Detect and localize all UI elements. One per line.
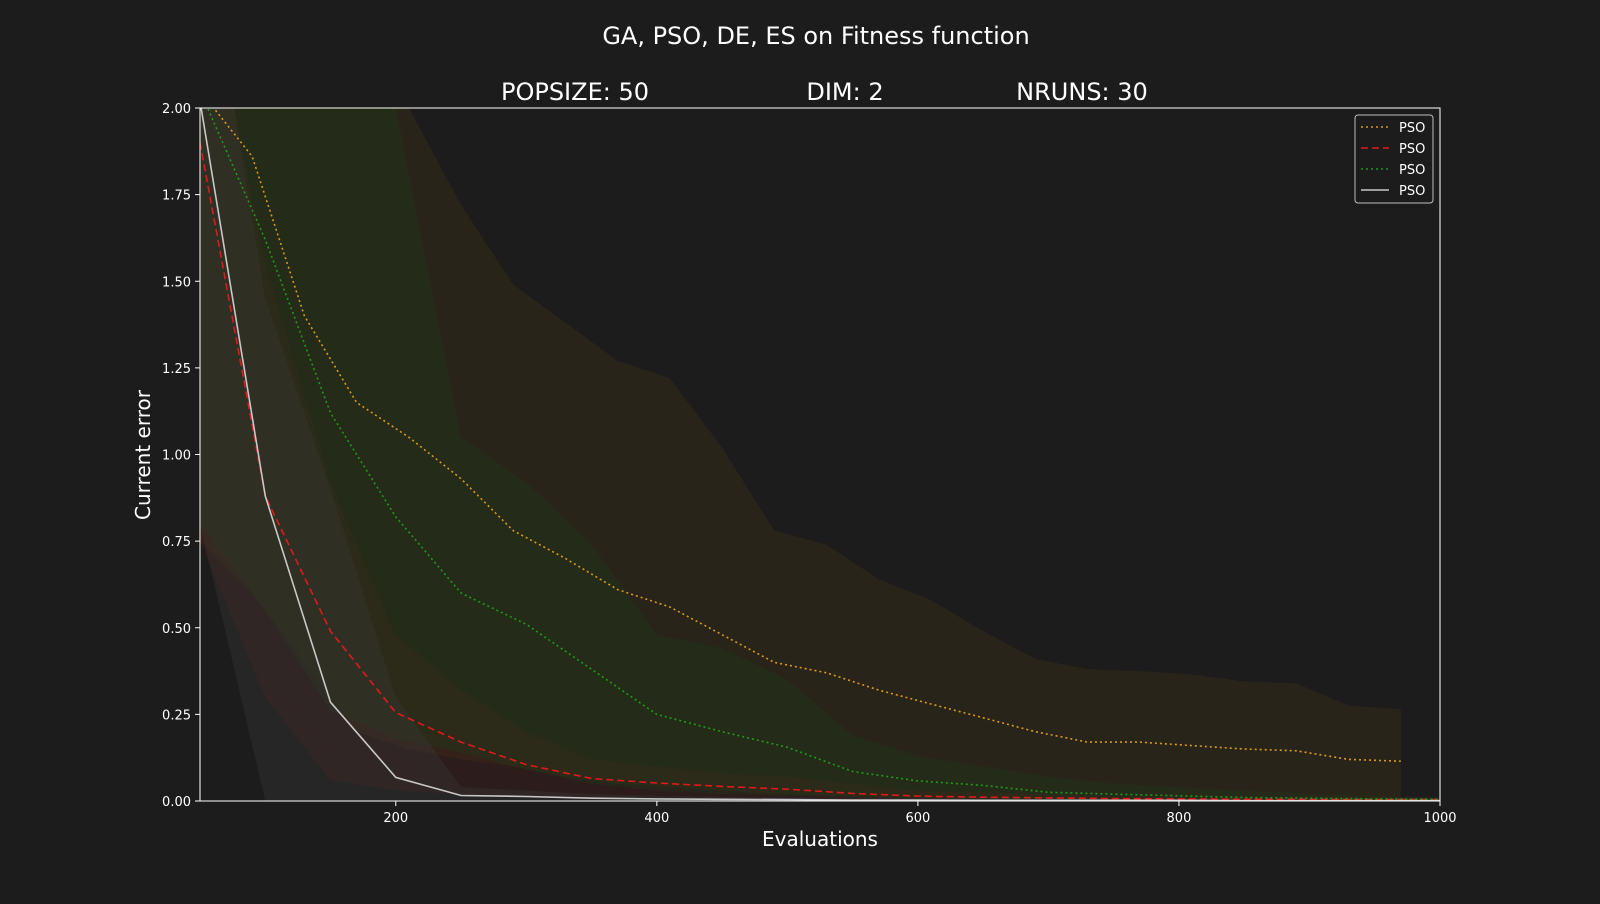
chart-title: GA, PSO, DE, ES on Fitness function	[602, 22, 1029, 50]
y-tick-label: 1.50	[162, 275, 191, 290]
x-axis-ticks: 200 400 600 800 1000	[383, 801, 1457, 826]
x-tick-label: 600	[905, 811, 930, 826]
legend-entries: PSO PSO PSO PSO	[1361, 121, 1425, 199]
x-tick-label: 800	[1167, 811, 1192, 826]
x-tick-label: 1000	[1423, 811, 1456, 826]
subtitle-popsize: POPSIZE: 50	[501, 78, 649, 106]
y-tick-label: 0.25	[162, 708, 191, 723]
legend-label-4: PSO	[1399, 184, 1425, 199]
y-tick-label: 0.50	[162, 622, 191, 637]
y-tick-label: 1.75	[162, 189, 191, 204]
x-tick-label: 400	[644, 811, 669, 826]
legend-label-3: PSO	[1399, 163, 1425, 178]
confidence-bands	[200, 108, 1440, 801]
x-tick-label: 200	[383, 811, 408, 826]
series-2-band	[200, 108, 1440, 801]
x-axis-label: Evaluations	[762, 827, 878, 851]
series-2-line	[200, 142, 1440, 801]
series-3-line	[206, 108, 1440, 801]
y-tick-label: 0.75	[162, 535, 191, 550]
y-tick-label: 1.25	[162, 362, 191, 377]
series-4-band	[200, 108, 1440, 801]
y-axis-label: Current error	[131, 389, 155, 520]
y-tick-label: 2.00	[162, 102, 191, 117]
series-1-band	[200, 108, 1401, 801]
series-1-line	[212, 108, 1401, 762]
legend-label-1: PSO	[1399, 121, 1425, 136]
y-tick-label: 1.00	[162, 449, 191, 464]
legend: PSO PSO PSO PSO	[1354, 114, 1434, 204]
series-3-band	[200, 108, 1440, 801]
subtitle-nruns: NRUNS: 30	[1016, 78, 1148, 106]
y-tick-label: 0.00	[162, 795, 191, 810]
subtitle-dim: DIM: 2	[806, 78, 883, 106]
legend-box	[1354, 114, 1434, 204]
y-axis-ticks: 0.00 0.25 0.50 0.75 1.00 1.25 1.50 1.75 2.00	[162, 102, 200, 810]
legend-label-2: PSO	[1399, 142, 1425, 157]
